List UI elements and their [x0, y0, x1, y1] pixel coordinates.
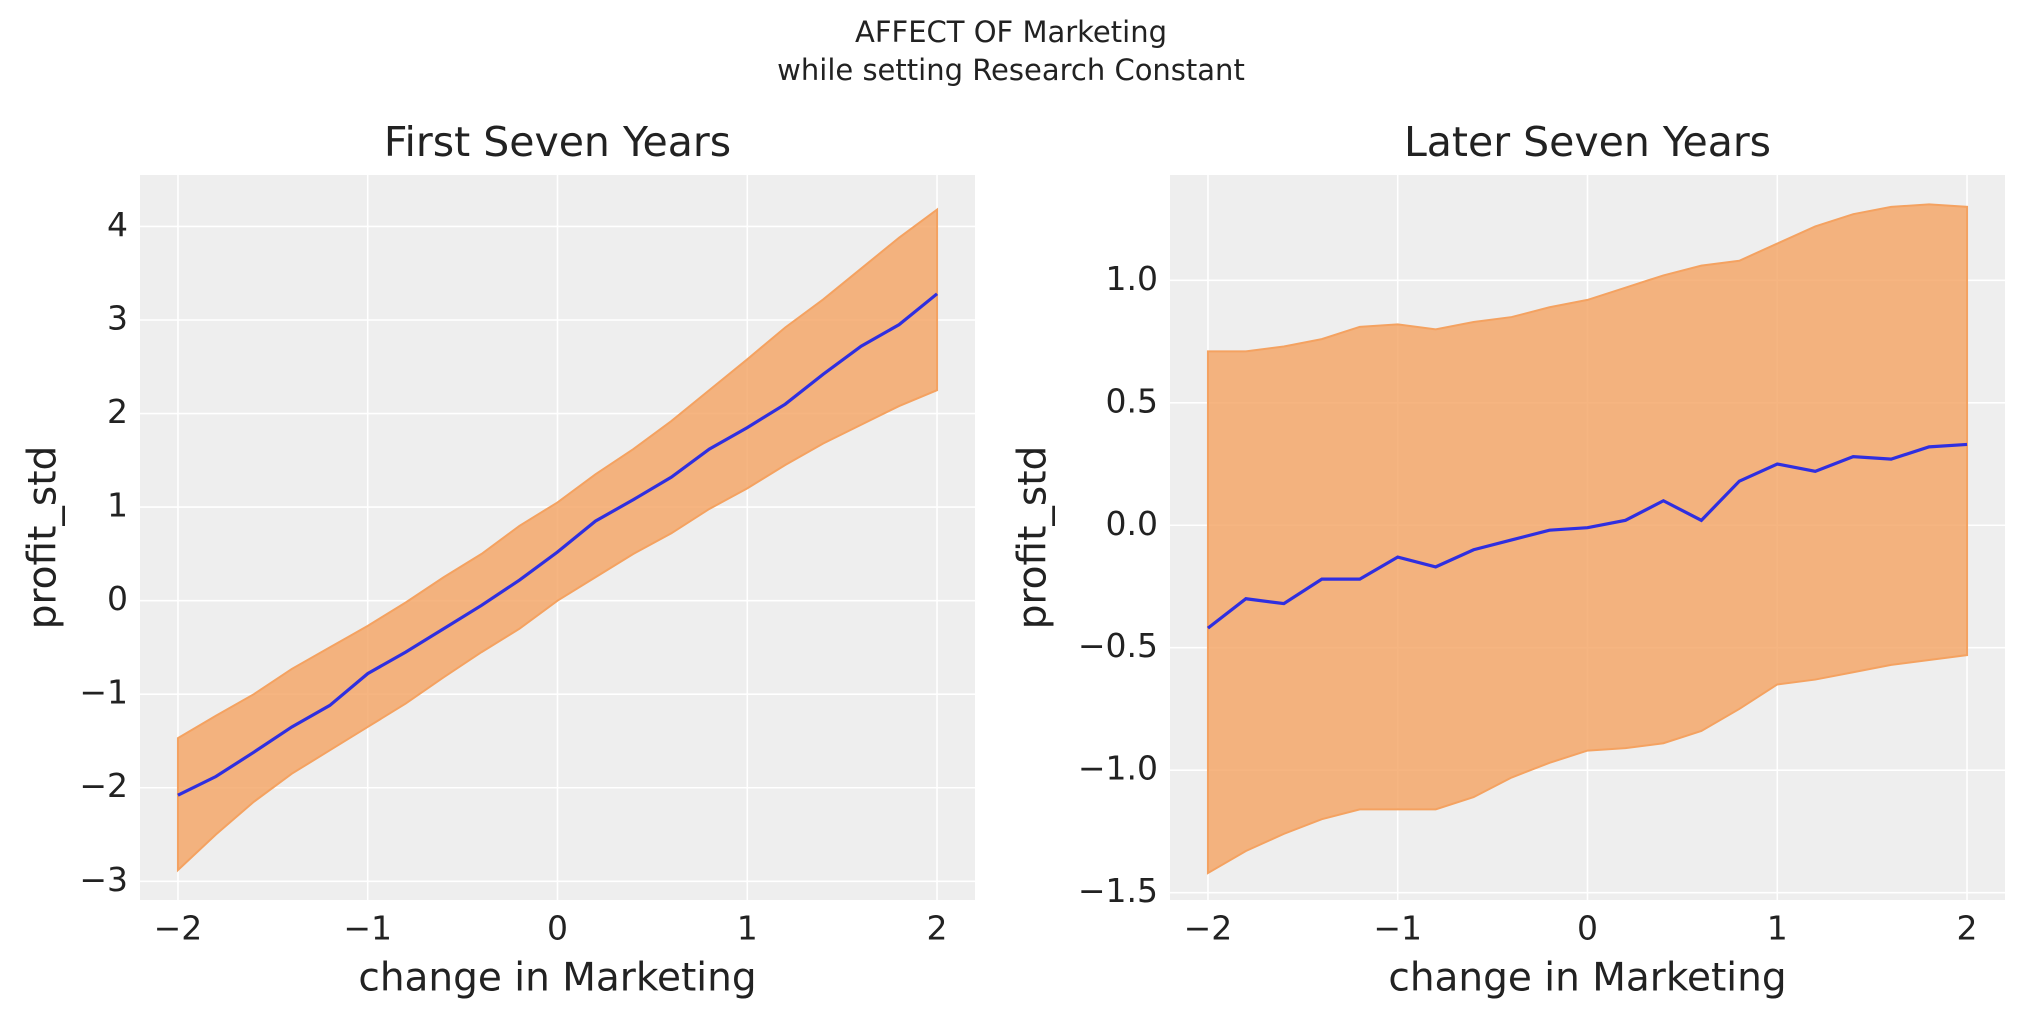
- line: [177, 292, 939, 797]
- x-tick-label: −1: [1373, 909, 1422, 948]
- band: [176, 207, 939, 873]
- y-tick-label: 0: [107, 579, 128, 618]
- y-tick-label: 0.5: [1106, 381, 1158, 420]
- y-tick-label: −1: [79, 673, 128, 712]
- x-axis-label: change in Marketing: [358, 956, 756, 1001]
- chart-title: First Seven Years: [384, 118, 731, 166]
- x-tick-label: 2: [927, 909, 948, 948]
- y-tick-label: −3: [79, 860, 128, 899]
- x-tick-label: −1: [343, 909, 392, 948]
- x-axis-label: change in Marketing: [1388, 956, 1786, 1001]
- y-tick-label: −2: [79, 766, 128, 805]
- suptitle: AFFECT OF Marketing: [855, 15, 1167, 49]
- x-tick-label: 2: [1957, 909, 1978, 948]
- y-axis-label: profit_std: [21, 446, 66, 630]
- y-tick-label: 1: [107, 486, 128, 525]
- x-tick-label: −2: [1184, 909, 1233, 948]
- line: [1206, 442, 1968, 630]
- y-tick-label: −0.5: [1078, 626, 1158, 665]
- x-tick-label: 0: [1577, 909, 1598, 948]
- suptitle: while setting Research Constant: [777, 53, 1245, 87]
- y-tick-label: 2: [107, 392, 128, 431]
- y-axis-label: profit_std: [1011, 446, 1056, 630]
- y-tick-label: −1.5: [1078, 871, 1158, 910]
- y-tick-label: −1.0: [1078, 749, 1158, 788]
- y-tick-label: 1.0: [1106, 259, 1158, 298]
- x-tick-label: −2: [154, 909, 203, 948]
- y-tick-label: 0.0: [1106, 504, 1158, 543]
- x-tick-label: 0: [547, 909, 568, 948]
- band: [1206, 203, 1969, 875]
- y-tick-label: 3: [107, 299, 128, 338]
- chart-title: Later Seven Years: [1404, 118, 1771, 166]
- x-tick-label: 1: [737, 909, 758, 948]
- y-tick-label: 4: [107, 205, 128, 244]
- x-tick-label: 1: [1767, 909, 1788, 948]
